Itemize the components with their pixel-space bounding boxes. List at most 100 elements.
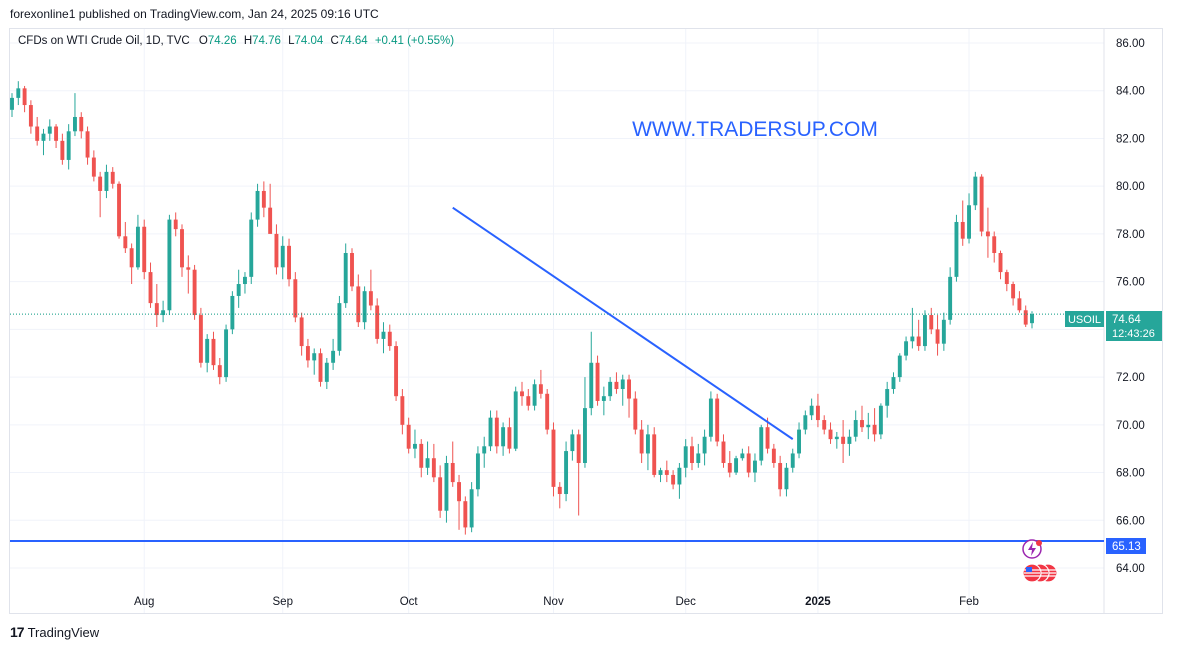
candle[interactable] (305, 338, 310, 368)
candle[interactable] (778, 455, 783, 497)
candle[interactable] (54, 124, 59, 148)
candle[interactable] (727, 451, 732, 478)
candle[interactable] (891, 372, 896, 394)
candle[interactable] (765, 417, 770, 454)
candle[interactable] (167, 214, 172, 316)
candle[interactable] (66, 124, 71, 170)
candle[interactable] (979, 174, 984, 237)
candle[interactable] (205, 334, 210, 373)
candle[interactable] (526, 389, 531, 411)
candle[interactable] (923, 310, 927, 351)
candle[interactable] (324, 358, 329, 390)
candle[interactable] (878, 403, 883, 440)
candle[interactable] (368, 269, 373, 311)
candle[interactable] (186, 255, 191, 294)
candle[interactable] (916, 319, 921, 351)
candle[interactable] (608, 377, 613, 401)
candle[interactable] (110, 167, 115, 189)
candle[interactable] (431, 443, 436, 483)
candle[interactable] (551, 422, 556, 497)
candle[interactable] (1023, 305, 1028, 327)
candle[interactable] (809, 398, 814, 421)
candle[interactable] (967, 193, 971, 244)
candle[interactable] (482, 436, 487, 468)
candle[interactable] (897, 353, 902, 382)
candle[interactable] (633, 391, 638, 435)
candle[interactable] (576, 429, 581, 516)
candle[interactable] (236, 269, 241, 308)
candle[interactable] (494, 410, 499, 454)
candle[interactable] (280, 236, 285, 280)
candle[interactable] (910, 307, 915, 349)
candle[interactable] (488, 410, 493, 452)
candle[interactable] (10, 93, 14, 117)
candle[interactable] (79, 112, 84, 139)
candle[interactable] (815, 393, 820, 428)
candle[interactable] (507, 417, 512, 454)
candle[interactable] (954, 214, 959, 282)
candle[interactable] (98, 171, 103, 218)
candle[interactable] (419, 439, 424, 478)
candle[interactable] (400, 389, 405, 435)
candle[interactable] (601, 386, 606, 416)
candle[interactable] (142, 219, 147, 280)
candle[interactable] (356, 274, 361, 327)
candle[interactable] (148, 262, 153, 308)
candle[interactable] (570, 429, 575, 461)
candle[interactable] (583, 377, 587, 468)
candle[interactable] (620, 374, 625, 406)
candle[interactable] (387, 324, 392, 351)
candle[interactable] (645, 424, 650, 471)
candle[interactable] (658, 467, 663, 483)
candle[interactable] (885, 381, 890, 418)
candle[interactable] (60, 133, 65, 165)
trendline[interactable] (452, 206, 794, 440)
candle[interactable] (520, 381, 524, 406)
candle[interactable] (249, 212, 254, 285)
candle[interactable] (350, 248, 354, 292)
candle[interactable] (211, 331, 216, 370)
candle[interactable] (331, 338, 336, 370)
candle[interactable] (935, 315, 940, 356)
candle[interactable] (664, 460, 669, 483)
candle[interactable] (501, 422, 506, 456)
candle[interactable] (438, 465, 443, 518)
candle[interactable] (513, 386, 518, 452)
candle[interactable] (16, 81, 21, 106)
candle[interactable] (1004, 269, 1009, 292)
candle[interactable] (1011, 281, 1016, 306)
candle[interactable] (161, 300, 166, 323)
candle[interactable] (734, 455, 739, 475)
candle[interactable] (413, 429, 417, 459)
candle[interactable] (746, 446, 751, 478)
candle[interactable] (614, 372, 619, 394)
candle[interactable] (135, 214, 140, 270)
candle[interactable] (243, 272, 247, 294)
candle[interactable] (834, 431, 839, 449)
us-flag-event-icon[interactable] (1022, 563, 1058, 583)
candle[interactable] (841, 420, 846, 463)
candle[interactable] (73, 93, 77, 137)
candle[interactable] (154, 284, 159, 327)
candle[interactable] (224, 324, 229, 382)
candle[interactable] (1017, 291, 1022, 313)
candle[interactable] (104, 164, 109, 199)
candle[interactable] (690, 436, 694, 471)
candle[interactable] (457, 474, 461, 530)
candle[interactable] (198, 307, 203, 368)
candle[interactable] (671, 470, 676, 490)
candle[interactable] (985, 207, 990, 258)
candle[interactable] (904, 336, 909, 361)
candle[interactable] (696, 443, 701, 468)
candle[interactable] (639, 420, 644, 463)
candle[interactable] (652, 427, 657, 478)
candle[interactable] (771, 443, 776, 468)
candle[interactable] (91, 150, 96, 182)
candle[interactable] (268, 183, 273, 234)
candle[interactable] (22, 85, 27, 113)
candle[interactable] (406, 417, 411, 454)
candle[interactable] (381, 322, 386, 354)
candle[interactable] (538, 369, 543, 399)
candle[interactable] (375, 298, 380, 344)
